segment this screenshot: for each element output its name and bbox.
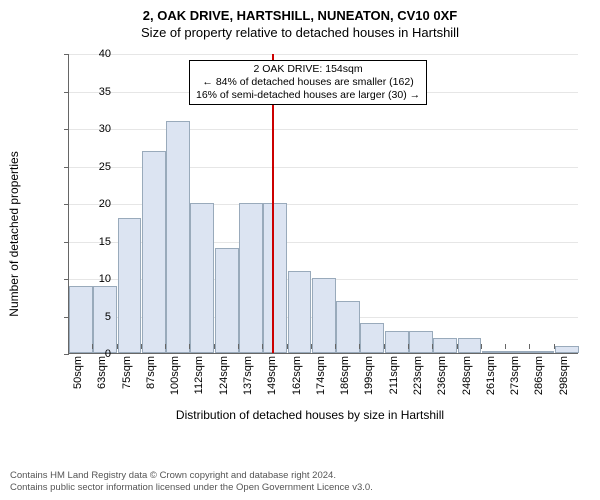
- histogram-bar: [409, 331, 433, 354]
- x-tick-label: 223sqm: [412, 356, 424, 395]
- y-tick-mark: [64, 279, 69, 280]
- y-tick-mark: [64, 54, 69, 55]
- histogram-bar: [555, 346, 579, 354]
- x-tick-mark: [481, 344, 482, 349]
- x-tick-mark: [214, 344, 215, 349]
- histogram-bar: [263, 203, 287, 353]
- x-tick-label: 149sqm: [266, 356, 278, 395]
- y-tick-mark: [64, 167, 69, 168]
- y-tick-mark: [64, 242, 69, 243]
- histogram-bar: [288, 271, 312, 354]
- x-tick-label: 75sqm: [121, 356, 133, 389]
- annotation-box: 2 OAK DRIVE: 154sqm← 84% of detached hou…: [189, 60, 427, 105]
- x-tick-mark: [287, 344, 288, 349]
- histogram-bar: [142, 151, 166, 354]
- chart-wrap: Number of detached properties 2 OAK DRIV…: [32, 44, 588, 424]
- x-tick-label: 261sqm: [485, 356, 497, 395]
- grid-line: [69, 54, 578, 55]
- histogram-bar: [312, 278, 336, 353]
- title-sub: Size of property relative to detached ho…: [0, 25, 600, 40]
- x-tick-label: 162sqm: [291, 356, 303, 395]
- x-tick-mark: [117, 344, 118, 349]
- histogram-bar: [458, 338, 482, 353]
- x-tick-mark: [529, 344, 530, 349]
- x-tick-mark: [457, 344, 458, 349]
- histogram-bar: [215, 248, 239, 353]
- x-tick-mark: [432, 344, 433, 349]
- histogram-bar: [360, 323, 384, 353]
- x-tick-label: 211sqm: [388, 356, 400, 394]
- annotation-line2: ← 84% of detached houses are smaller (16…: [196, 76, 420, 89]
- y-tick-mark: [64, 92, 69, 93]
- x-tick-mark: [165, 344, 166, 349]
- x-tick-label: 199sqm: [363, 356, 375, 395]
- y-tick-label: 25: [83, 161, 111, 173]
- x-tick-mark: [335, 344, 336, 349]
- x-tick-label: 248sqm: [461, 356, 473, 395]
- x-tick-mark: [238, 344, 239, 349]
- x-tick-mark: [68, 344, 69, 349]
- annotation-line3: 16% of semi-detached houses are larger (…: [196, 89, 420, 102]
- y-tick-label: 10: [83, 273, 111, 285]
- x-tick-mark: [141, 344, 142, 349]
- histogram-bar: [239, 203, 263, 353]
- x-axis-title: Distribution of detached houses by size …: [32, 408, 588, 422]
- x-tick-mark: [92, 344, 93, 349]
- title-main: 2, OAK DRIVE, HARTSHILL, NUNEATON, CV10 …: [0, 0, 600, 23]
- x-tick-label: 174sqm: [315, 356, 327, 395]
- grid-line: [69, 129, 578, 130]
- chart-container: 2, OAK DRIVE, HARTSHILL, NUNEATON, CV10 …: [0, 0, 600, 500]
- x-tick-label: 186sqm: [339, 356, 351, 395]
- x-tick-mark: [384, 344, 385, 349]
- x-tick-label: 137sqm: [242, 356, 254, 395]
- x-tick-label: 50sqm: [72, 356, 84, 389]
- y-tick-label: 40: [83, 48, 111, 60]
- x-tick-mark: [189, 344, 190, 349]
- y-tick-label: 15: [83, 236, 111, 248]
- footer: Contains HM Land Registry data © Crown c…: [10, 470, 373, 494]
- x-tick-mark: [359, 344, 360, 349]
- footer-line1: Contains HM Land Registry data © Crown c…: [10, 470, 373, 482]
- annotation-line1: 2 OAK DRIVE: 154sqm: [196, 63, 420, 76]
- y-tick-mark: [64, 204, 69, 205]
- x-tick-mark: [311, 344, 312, 349]
- x-tick-label: 124sqm: [218, 356, 230, 395]
- histogram-bar: [118, 218, 142, 353]
- histogram-bar: [506, 351, 530, 353]
- footer-line2: Contains public sector information licen…: [10, 482, 373, 494]
- histogram-bar: [530, 351, 554, 353]
- x-tick-mark: [505, 344, 506, 349]
- y-tick-label: 30: [83, 123, 111, 135]
- x-tick-label: 87sqm: [145, 356, 157, 389]
- plot-area: 2 OAK DRIVE: 154sqm← 84% of detached hou…: [68, 54, 578, 354]
- histogram-bar: [336, 301, 360, 354]
- x-tick-label: 298sqm: [558, 356, 570, 395]
- x-tick-label: 273sqm: [509, 356, 521, 395]
- histogram-bar: [166, 121, 190, 354]
- y-tick-mark: [64, 354, 69, 355]
- x-tick-label: 100sqm: [169, 356, 181, 395]
- y-tick-label: 5: [83, 311, 111, 323]
- x-tick-label: 112sqm: [193, 356, 205, 394]
- x-tick-mark: [408, 344, 409, 349]
- histogram-bar: [433, 338, 457, 353]
- x-tick-label: 236sqm: [436, 356, 448, 395]
- y-axis-label: Number of detached properties: [7, 151, 21, 316]
- x-tick-label: 286sqm: [533, 356, 545, 395]
- y-tick-label: 35: [83, 86, 111, 98]
- y-tick-mark: [64, 129, 69, 130]
- x-tick-mark: [262, 344, 263, 349]
- x-tick-label: 63sqm: [96, 356, 108, 389]
- histogram-bar: [482, 351, 506, 353]
- y-tick-label: 20: [83, 198, 111, 210]
- x-tick-mark: [554, 344, 555, 349]
- histogram-bar: [385, 331, 409, 354]
- histogram-bar: [190, 203, 214, 353]
